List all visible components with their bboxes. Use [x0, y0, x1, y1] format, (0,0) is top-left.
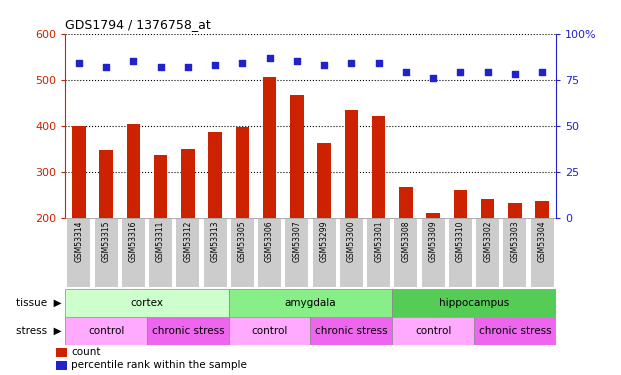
- Text: chronic stress: chronic stress: [479, 326, 551, 336]
- Text: GSM53311: GSM53311: [156, 220, 165, 262]
- Point: [401, 69, 411, 75]
- Text: GSM53301: GSM53301: [374, 220, 383, 262]
- Text: GSM53313: GSM53313: [211, 220, 220, 262]
- Bar: [235, 127, 249, 218]
- Bar: [310, 317, 392, 345]
- Point: [483, 69, 492, 75]
- Text: GDS1794 / 1376758_at: GDS1794 / 1376758_at: [65, 18, 211, 31]
- Text: cortex: cortex: [130, 298, 163, 308]
- Bar: [317, 143, 331, 218]
- Text: chronic stress: chronic stress: [152, 326, 224, 336]
- Bar: [392, 289, 556, 317]
- Text: count: count: [71, 347, 101, 357]
- FancyBboxPatch shape: [285, 219, 309, 287]
- FancyBboxPatch shape: [94, 219, 117, 287]
- Point: [156, 64, 166, 70]
- FancyBboxPatch shape: [122, 219, 145, 287]
- Bar: [399, 187, 413, 218]
- Point: [74, 60, 84, 66]
- Text: GSM53314: GSM53314: [75, 220, 83, 262]
- Point: [319, 62, 329, 68]
- Text: control: control: [252, 326, 288, 336]
- Text: percentile rank within the sample: percentile rank within the sample: [71, 360, 247, 370]
- Bar: [263, 77, 276, 218]
- Bar: [208, 132, 222, 218]
- Bar: [229, 289, 392, 317]
- FancyBboxPatch shape: [258, 219, 281, 287]
- Text: GSM53300: GSM53300: [347, 220, 356, 262]
- Point: [183, 64, 193, 70]
- Text: GSM53307: GSM53307: [292, 220, 301, 262]
- Text: GSM53316: GSM53316: [129, 220, 138, 262]
- Point: [510, 71, 520, 77]
- Bar: [72, 126, 86, 218]
- Text: GSM53305: GSM53305: [238, 220, 247, 262]
- Text: stress  ▶: stress ▶: [17, 326, 62, 336]
- Text: tissue  ▶: tissue ▶: [17, 298, 62, 308]
- FancyBboxPatch shape: [504, 219, 527, 287]
- Point: [374, 60, 384, 66]
- Text: GSM53306: GSM53306: [265, 220, 274, 262]
- Point: [265, 55, 274, 61]
- Bar: [290, 95, 304, 218]
- Text: hippocampus: hippocampus: [439, 298, 509, 308]
- Point: [428, 75, 438, 81]
- Point: [455, 69, 465, 75]
- Bar: [65, 317, 147, 345]
- Bar: [481, 199, 494, 217]
- Text: GSM53312: GSM53312: [183, 220, 193, 262]
- FancyBboxPatch shape: [394, 219, 417, 287]
- Bar: [56, 361, 67, 370]
- Bar: [535, 201, 549, 217]
- Bar: [154, 154, 168, 218]
- Bar: [65, 289, 229, 317]
- Text: control: control: [415, 326, 451, 336]
- Bar: [181, 148, 194, 217]
- FancyBboxPatch shape: [149, 219, 172, 287]
- FancyBboxPatch shape: [367, 219, 390, 287]
- Bar: [372, 116, 386, 218]
- FancyBboxPatch shape: [231, 219, 254, 287]
- Text: GSM53302: GSM53302: [483, 220, 492, 262]
- Bar: [508, 203, 522, 217]
- FancyBboxPatch shape: [449, 219, 472, 287]
- FancyBboxPatch shape: [340, 219, 363, 287]
- FancyBboxPatch shape: [530, 219, 554, 287]
- Bar: [427, 213, 440, 217]
- Text: amygdala: amygdala: [284, 298, 337, 308]
- Text: GSM53310: GSM53310: [456, 220, 465, 262]
- Bar: [474, 317, 556, 345]
- Bar: [56, 348, 67, 357]
- Bar: [99, 150, 113, 217]
- Bar: [127, 124, 140, 218]
- Bar: [147, 317, 229, 345]
- Text: GSM53299: GSM53299: [320, 220, 329, 262]
- Bar: [453, 190, 467, 217]
- FancyBboxPatch shape: [422, 219, 445, 287]
- Text: GSM53308: GSM53308: [401, 220, 410, 262]
- Point: [292, 58, 302, 64]
- FancyBboxPatch shape: [176, 219, 199, 287]
- Bar: [392, 317, 474, 345]
- FancyBboxPatch shape: [204, 219, 227, 287]
- FancyBboxPatch shape: [312, 219, 336, 287]
- Point: [101, 64, 111, 70]
- Text: GSM53309: GSM53309: [428, 220, 438, 262]
- Point: [347, 60, 356, 66]
- Text: GSM53303: GSM53303: [510, 220, 519, 262]
- Point: [237, 60, 247, 66]
- Point: [210, 62, 220, 68]
- FancyBboxPatch shape: [67, 219, 91, 287]
- Point: [537, 69, 547, 75]
- Text: GSM53304: GSM53304: [538, 220, 546, 262]
- Text: GSM53315: GSM53315: [102, 220, 111, 262]
- Text: control: control: [88, 326, 124, 336]
- Bar: [229, 317, 310, 345]
- FancyBboxPatch shape: [476, 219, 499, 287]
- Point: [129, 58, 138, 64]
- Text: chronic stress: chronic stress: [315, 326, 388, 336]
- Bar: [345, 111, 358, 218]
